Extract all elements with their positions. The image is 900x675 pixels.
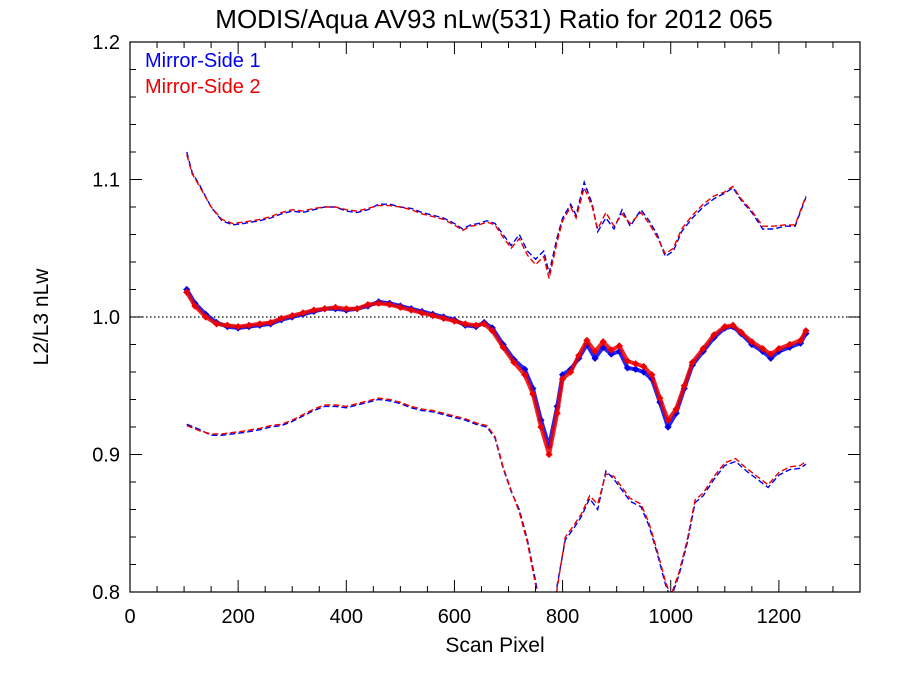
y-tick-label: 1.1 — [92, 170, 120, 192]
x-tick-label: 800 — [546, 606, 579, 628]
plot-data-layer — [130, 151, 860, 592]
upper-bound-line-series-2 — [186, 154, 807, 279]
x-tick-label: 200 — [221, 606, 254, 628]
x-tick-label: 600 — [438, 606, 471, 628]
y-tick-label: 0.8 — [92, 582, 120, 604]
upper-bound-line-series-1 — [186, 151, 807, 274]
x-tick-label: 400 — [330, 606, 363, 628]
legend-label-series-1: Mirror-Side 1 — [145, 50, 261, 72]
y-tick-label: 1.2 — [92, 32, 120, 54]
lower-bound-line-series-2 — [186, 397, 807, 592]
chart-title: MODIS/Aqua AV93 nLw(531) Ratio for 2012 … — [215, 4, 772, 34]
y-tick-label: 1.0 — [92, 307, 120, 329]
y-axis-label: L2/L3 nLw — [30, 268, 53, 366]
y-tick-label: 0.9 — [92, 445, 120, 467]
axes-layer: 0 200 400 600 800 1000 1200 0.8 0.9 1.0 1.1 1.2 — [92, 32, 861, 628]
x-axis-label: Scan Pixel — [445, 634, 544, 657]
mean-ratio-trace-series-2 — [185, 291, 808, 457]
x-tick-label: 1000 — [648, 606, 693, 628]
legend-label-series-2: Mirror-Side 2 — [145, 76, 261, 98]
x-tick-label: 1200 — [757, 606, 802, 628]
x-tick-label: 0 — [124, 606, 135, 628]
legend: Mirror-Side 1 Mirror-Side 2 — [145, 50, 261, 98]
